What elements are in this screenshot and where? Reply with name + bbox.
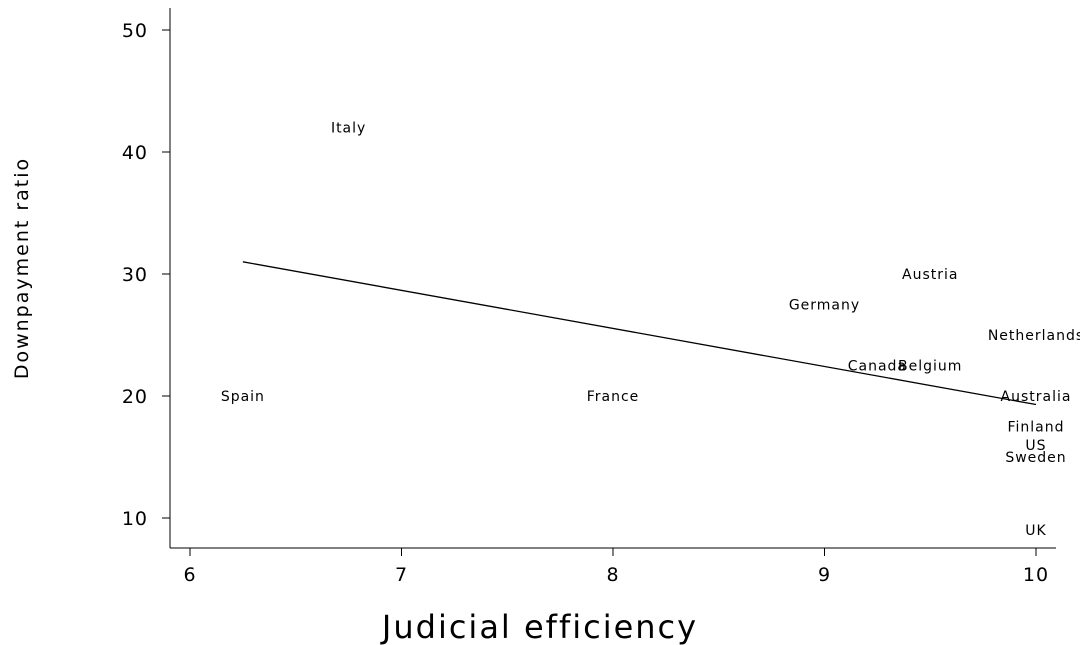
x-tick-label: 7 [395,564,408,586]
y-tick-label: 10 [122,508,148,530]
y-tick-label: 50 [122,20,148,42]
point-labels: Italy Spain France Germany Austria Netherland… [221,121,1080,540]
y-tick-label: 30 [122,264,148,286]
point-label-france: France [587,389,640,405]
point-label-uk: UK [1025,523,1046,539]
fit-line [242,261,1037,406]
point-label-netherlands: Netherlands [988,328,1080,344]
x-axis-title: Judicial efficiency [380,608,698,645]
point-label-belgium: Belgium [898,359,962,375]
y-ticks: 10 20 30 40 50 [122,20,170,530]
x-tick-label: 9 [818,564,831,586]
x-tick-label: 10 [1023,564,1049,586]
point-label-germany: Germany [789,298,860,314]
point-label-us: US [1025,438,1046,454]
point-label-finland: Finland [1007,420,1064,436]
x-tick-label: 6 [183,564,196,586]
x-ticks: 6 7 8 9 10 [183,548,1049,586]
point-label-australia: Australia [1001,389,1072,405]
point-label-italy: Italy [331,121,366,137]
point-label-spain: Spain [221,389,265,405]
point-label-canada: Canada [848,359,907,375]
y-axis-title: Downpayment ratio [11,157,33,379]
y-tick-label: 20 [122,386,148,408]
x-tick-label: 8 [606,564,619,586]
point-label-sweden: Sweden [1005,450,1066,466]
y-tick-label: 40 [122,142,148,164]
point-label-austria: Austria [902,267,958,283]
